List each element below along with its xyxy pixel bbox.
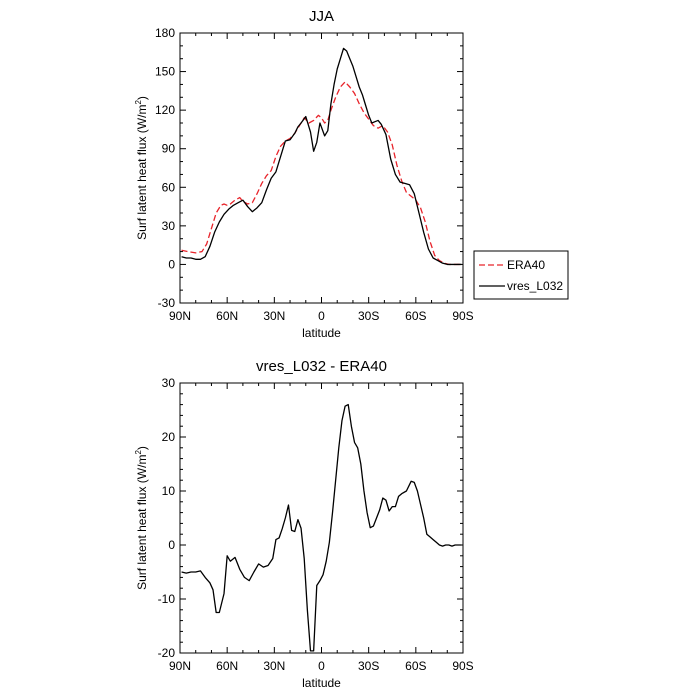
x-tick-label: 90S xyxy=(452,309,473,323)
y-tick-label: 30 xyxy=(162,376,176,390)
y-tick-label: 120 xyxy=(155,103,175,117)
y-tick-label: 150 xyxy=(155,65,175,79)
y-tick-label: 30 xyxy=(162,219,176,233)
x-tick-label: 60S xyxy=(405,309,426,323)
x-tick-label: 90S xyxy=(452,659,473,673)
x-tick-label: 30S xyxy=(358,659,379,673)
y-tick-label: 20 xyxy=(162,430,176,444)
legend-box xyxy=(473,250,569,300)
series-line-era40 xyxy=(181,81,462,266)
x-axis-label: latitude xyxy=(302,676,341,690)
x-tick-label: 30N xyxy=(263,659,285,673)
x-tick-label: 60N xyxy=(216,659,238,673)
x-tick-label: 60N xyxy=(216,309,238,323)
x-tick-label: 0 xyxy=(318,659,325,673)
x-tick-label: 30N xyxy=(263,309,285,323)
chart-title: JJA xyxy=(309,8,334,25)
x-axis-label: latitude xyxy=(302,326,341,340)
y-tick-label: 90 xyxy=(162,142,176,156)
plot-frame xyxy=(179,32,464,304)
y-tick-label: 0 xyxy=(168,257,175,271)
x-tick-label: 30S xyxy=(358,309,379,323)
plot-frame xyxy=(179,382,464,654)
x-tick-label: 0 xyxy=(318,309,325,323)
y-axis-label: Surf latent heat flux (W/m2) xyxy=(134,96,149,240)
legend-label-era40: ERA40 xyxy=(507,258,545,272)
x-tick-label: 90N xyxy=(169,659,191,673)
y-tick-label: -20 xyxy=(158,646,176,660)
x-tick-label: 90N xyxy=(169,309,191,323)
y-tick-label: -30 xyxy=(158,296,176,310)
chart-title: vres_L032 - ERA40 xyxy=(256,358,387,375)
y-tick-label: 180 xyxy=(155,26,175,40)
y-tick-label: 0 xyxy=(168,538,175,552)
chart-difference: vres_L032 - ERA40 90N 60N 30N 0 30S 60S 90S -20 -… xyxy=(134,358,474,690)
legend: ERA40 vres_L032 xyxy=(473,250,569,300)
chart-jja: JJA 90N 60N 30N 0 30S 60S 90S -30 0 30 60 90 120 150 18… xyxy=(134,8,474,340)
series-line-vres-l032 xyxy=(181,47,462,266)
x-tick-label: 60S xyxy=(405,659,426,673)
series-line-difference xyxy=(181,403,462,652)
y-tick-label: 60 xyxy=(162,180,176,194)
y-axis-label: Surf latent heat flux (W/m2) xyxy=(134,446,149,590)
legend-label-vres: vres_L032 xyxy=(507,279,563,293)
y-tick-label: 10 xyxy=(162,484,176,498)
y-tick-label: -10 xyxy=(158,592,176,606)
